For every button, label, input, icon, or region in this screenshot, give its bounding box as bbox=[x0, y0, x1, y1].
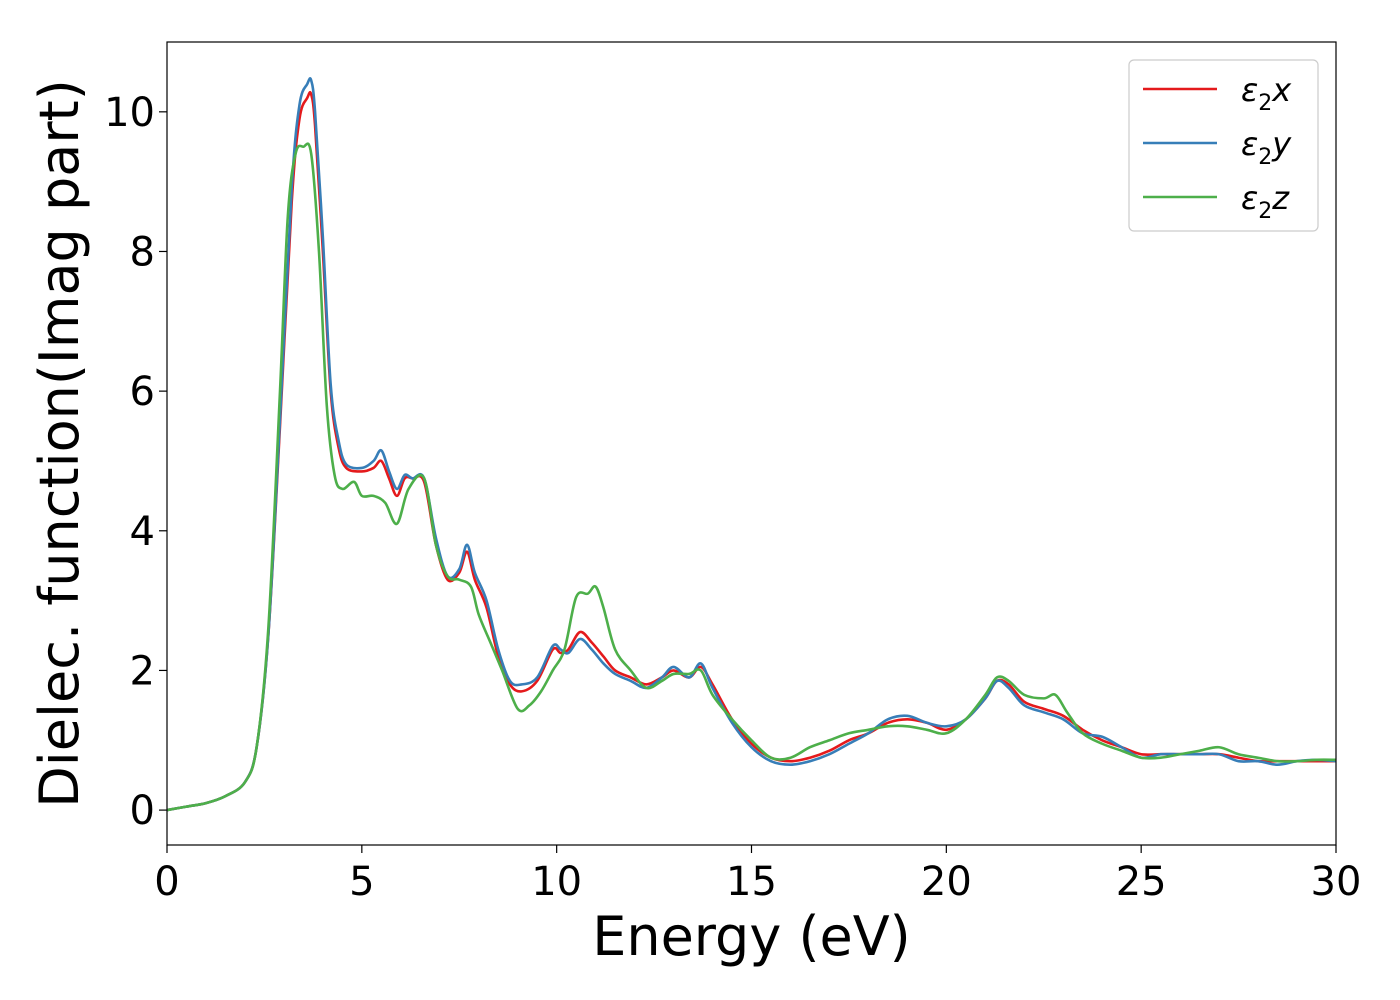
x-tick-label: 25 bbox=[1116, 859, 1167, 905]
x-axis-label: Energy (eV) bbox=[592, 905, 911, 968]
y-tick-label: 10 bbox=[104, 90, 155, 136]
legend-label-y: ε2y bbox=[1241, 125, 1292, 170]
legend-box bbox=[1128, 59, 1319, 232]
x-tick-label: 30 bbox=[1311, 859, 1362, 905]
series-line-y bbox=[166, 77, 1337, 812]
x-tick-label: 20 bbox=[921, 859, 972, 905]
y-tick-label: 6 bbox=[130, 369, 155, 415]
y-tick-label: 8 bbox=[130, 229, 155, 275]
x-tick-label: 0 bbox=[154, 859, 179, 905]
x-ticks: 0 5 10 15 20 25 30 bbox=[154, 845, 1361, 905]
legend-label-x: ε2x bbox=[1241, 71, 1292, 116]
x-tick-label: 15 bbox=[726, 859, 777, 905]
y-tick-label: 2 bbox=[130, 648, 155, 694]
y-tick-label: 0 bbox=[130, 788, 155, 834]
x-tick-label: 5 bbox=[349, 859, 374, 905]
series-line-z bbox=[166, 142, 1337, 812]
y-tick-label: 4 bbox=[130, 509, 155, 555]
legend-label-z: ε2z bbox=[1241, 179, 1290, 224]
x-tick-label: 10 bbox=[531, 859, 582, 905]
plot-lines bbox=[166, 77, 1337, 812]
legend: ε2x ε2y ε2z bbox=[1128, 59, 1319, 232]
y-axis-label: Dielec. function(Imag part) bbox=[28, 79, 91, 808]
y-ticks: 0 2 4 6 8 10 bbox=[104, 90, 167, 834]
